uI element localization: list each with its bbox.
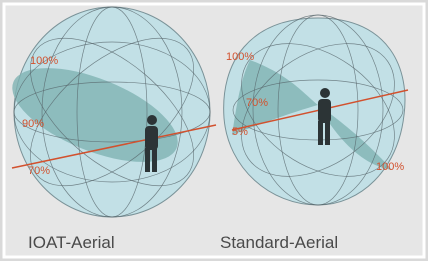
label: 100% bbox=[226, 51, 254, 63]
figure-panel: 100% 90% 70% 100% 70% 5% 100% IOAT-Aeria… bbox=[0, 0, 428, 261]
label: 70% bbox=[28, 165, 50, 177]
caption: IOAT-Aerial bbox=[28, 233, 115, 252]
label: 100% bbox=[376, 161, 404, 173]
page: 100% 90% 70% 100% 70% 5% 100% IOAT-Aeria… bbox=[0, 0, 428, 261]
label: 70% bbox=[246, 97, 268, 109]
label: 100% bbox=[30, 55, 58, 67]
caption: Standard-Aerial bbox=[220, 233, 338, 252]
label: 90% bbox=[22, 118, 44, 130]
label: 5% bbox=[232, 126, 248, 138]
